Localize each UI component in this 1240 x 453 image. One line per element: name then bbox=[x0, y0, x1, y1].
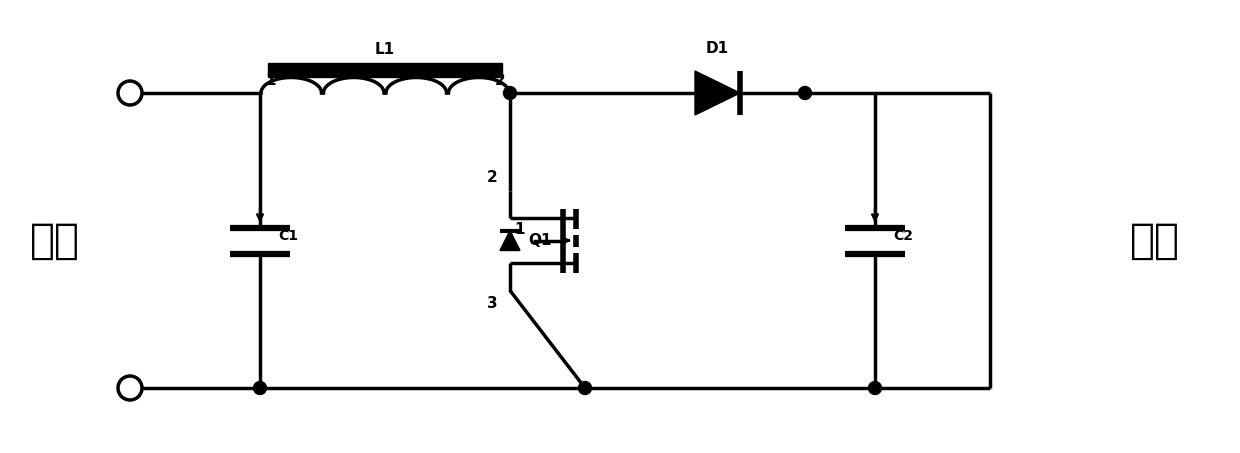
Text: L1: L1 bbox=[374, 42, 396, 57]
Text: C2: C2 bbox=[893, 228, 913, 242]
Text: D1: D1 bbox=[706, 41, 729, 56]
Text: Q1: Q1 bbox=[528, 233, 552, 248]
Text: 1: 1 bbox=[515, 222, 525, 236]
Bar bbox=[268, 63, 502, 77]
Circle shape bbox=[253, 381, 267, 395]
Polygon shape bbox=[694, 71, 740, 115]
Circle shape bbox=[579, 381, 591, 395]
Text: 输出: 输出 bbox=[1130, 220, 1180, 261]
Circle shape bbox=[503, 87, 517, 100]
Polygon shape bbox=[500, 231, 520, 251]
Text: C1: C1 bbox=[278, 228, 298, 242]
Text: 1: 1 bbox=[265, 73, 275, 88]
Circle shape bbox=[799, 87, 811, 100]
Text: 2: 2 bbox=[495, 73, 505, 88]
Text: 输入: 输入 bbox=[30, 220, 81, 261]
Text: 3: 3 bbox=[487, 295, 498, 310]
Text: 2: 2 bbox=[487, 170, 498, 185]
Circle shape bbox=[868, 381, 882, 395]
